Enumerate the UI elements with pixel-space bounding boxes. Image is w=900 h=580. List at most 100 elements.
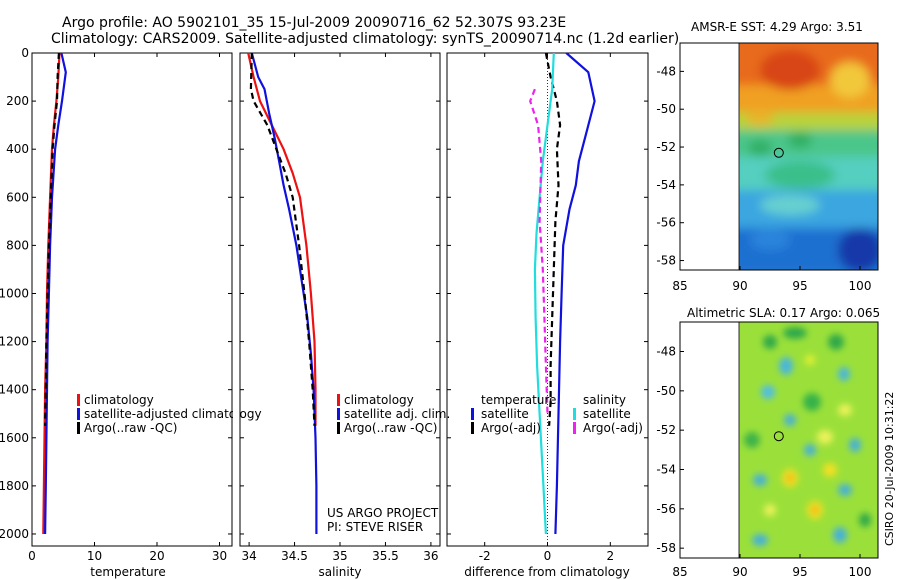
x-tick-label: 90 bbox=[732, 565, 747, 579]
legend-label-sal-argo: Argo(-adj) bbox=[583, 421, 643, 435]
y-tick-label: 2000 bbox=[0, 527, 29, 541]
x-tick-label: 95 bbox=[792, 565, 807, 579]
temperature-plot: 0 200 400 600 800 1000 1200 1400 1600 1800 2000 0 10… bbox=[0, 46, 232, 579]
y-tick-label: -54 bbox=[656, 178, 676, 192]
legend-swatch-satellite-adj bbox=[337, 408, 340, 420]
x-tick-label: 35.5 bbox=[372, 549, 399, 563]
legend-label-temp-satellite: satellite bbox=[481, 407, 529, 421]
x-tick-label: -2 bbox=[479, 549, 491, 563]
legend-swatch-sal-argo bbox=[573, 422, 576, 434]
argo-position-marker bbox=[773, 147, 784, 158]
x-axis-label: difference from climatology bbox=[464, 565, 630, 579]
x-tick-label: 34.5 bbox=[281, 549, 308, 563]
y-tick-label: 1400 bbox=[0, 383, 29, 397]
sst-map-frame bbox=[679, 42, 879, 271]
y-tick-label: -52 bbox=[656, 140, 676, 154]
series-line-salinity-argo-adj- bbox=[529, 88, 549, 414]
sla-map-axes: 85 90 95 100 -48 -50 -52 -54 -56 -58 bbox=[656, 345, 871, 580]
legend-swatch-temp-satellite bbox=[471, 408, 474, 420]
y-tick-label: -52 bbox=[656, 423, 676, 437]
project-line-2: PI: STEVE RISER bbox=[327, 520, 423, 534]
salinity-legend: climatology satellite adj. clim. Argo(..… bbox=[337, 393, 450, 435]
x-tick-label: 34 bbox=[241, 549, 256, 563]
salinity-plot: 34 34.5 35 35.5 36 salinity bbox=[240, 52, 440, 579]
series-line-temperature-satellite bbox=[554, 52, 596, 535]
y-tick-label: 200 bbox=[6, 94, 29, 108]
sla-map-panel: Altimetric SLA: 0.17 Argo: 0.065 bbox=[656, 306, 880, 579]
sla-heatmap bbox=[739, 322, 878, 558]
legend-label-argo: Argo(..raw -QC) bbox=[344, 421, 437, 435]
y-tick-label: 1000 bbox=[0, 286, 29, 300]
y-tick-label: 800 bbox=[6, 238, 29, 252]
y-tick-label: -54 bbox=[656, 463, 676, 477]
temperature-legend: climatology satellite-adjusted climatolo… bbox=[77, 393, 262, 435]
x-tick-label: 20 bbox=[149, 549, 164, 563]
legend-swatch-temp-argo bbox=[471, 422, 474, 434]
y-tick-label: -50 bbox=[656, 384, 676, 398]
legend-swatch-argo bbox=[337, 422, 340, 434]
series-line-satellite-adjusted-climatology bbox=[44, 52, 67, 535]
x-tick-label: 100 bbox=[849, 565, 872, 579]
title-line-2: Climatology: CARS2009. Satellite-adjuste… bbox=[51, 31, 679, 47]
y-tick-label: -58 bbox=[656, 254, 676, 268]
difference-plot: -2 0 2 difference from climatology bbox=[447, 52, 648, 579]
legend-heading-salinity: salinity bbox=[583, 393, 626, 407]
side-timestamp: CSIRO 20-Jul-2009 10:31:22 bbox=[883, 392, 896, 546]
legend-swatch-argo bbox=[77, 422, 80, 434]
sst-heatmap bbox=[739, 43, 878, 270]
y-tick-label: -48 bbox=[656, 345, 676, 359]
temperature-plot-frame bbox=[31, 52, 233, 547]
legend-label-satellite-adj: satellite adj. clim. bbox=[344, 407, 450, 421]
legend-swatch-climatology bbox=[77, 394, 80, 406]
x-tick-label: 85 bbox=[672, 279, 687, 293]
sla-map-frame bbox=[679, 321, 879, 559]
legend-swatch-climatology bbox=[337, 394, 340, 406]
y-tick-label: 1200 bbox=[0, 335, 29, 349]
legend-label-climatology: climatology bbox=[344, 393, 414, 407]
series-line-salinity-satellite bbox=[533, 52, 555, 535]
y-tick-label: 1600 bbox=[0, 431, 29, 445]
difference-legend: temperature satellite Argo(-adj) salinit… bbox=[471, 393, 643, 435]
legend-label-sal-satellite: satellite bbox=[583, 407, 631, 421]
x-tick-label: 90 bbox=[732, 279, 747, 293]
x-tick-label: 95 bbox=[792, 279, 807, 293]
y-tick-label: -56 bbox=[656, 216, 676, 230]
series-line-satellite-adj-clim- bbox=[250, 52, 318, 534]
x-tick-label: 2 bbox=[606, 549, 614, 563]
y-tick-label: -58 bbox=[656, 541, 676, 555]
sla-map-title: Altimetric SLA: 0.17 Argo: 0.065 bbox=[687, 306, 880, 320]
x-tick-label: 30 bbox=[212, 549, 227, 563]
x-axis-label: salinity bbox=[318, 565, 361, 579]
project-line-1: US ARGO PROJECT bbox=[327, 506, 439, 520]
y-tick-label: -48 bbox=[656, 64, 676, 78]
sst-map-title: AMSR-E SST: 4.29 Argo: 3.51 bbox=[691, 20, 863, 34]
sst-map-panel: AMSR-E SST: 4.29 Argo: 3.51 bbox=[656, 20, 879, 293]
y-tick-label: 400 bbox=[6, 142, 29, 156]
project-label: US ARGO PROJECT PI: STEVE RISER bbox=[327, 506, 439, 534]
legend-swatch-satellite-adjusted bbox=[77, 408, 80, 420]
title-line-1: Argo profile: AO 5902101_35 15-Jul-2009 … bbox=[62, 15, 566, 31]
x-tick-label: 10 bbox=[87, 549, 102, 563]
legend-label-satellite-adjusted: satellite-adjusted climatology bbox=[84, 407, 262, 421]
salinity-plot-frame bbox=[239, 52, 441, 547]
series-line-climatology bbox=[247, 52, 317, 426]
x-tick-label: 85 bbox=[672, 565, 687, 579]
y-tick-label: 0 bbox=[21, 46, 29, 60]
y-tick-label: -56 bbox=[656, 502, 676, 516]
x-tick-label: 0 bbox=[28, 549, 36, 563]
y-tick-label: 600 bbox=[6, 190, 29, 204]
x-axis-label: temperature bbox=[90, 565, 165, 579]
y-tick-label: -50 bbox=[656, 102, 676, 116]
series-line-argo-raw-qc- bbox=[249, 52, 316, 426]
x-tick-label: 100 bbox=[849, 279, 872, 293]
legend-swatch-sal-satellite bbox=[573, 408, 576, 420]
legend-label-temp-argo: Argo(-adj) bbox=[481, 421, 541, 435]
legend-label-argo: Argo(..raw -QC) bbox=[84, 421, 177, 435]
y-tick-label: 1800 bbox=[0, 479, 29, 493]
x-tick-label: 35 bbox=[332, 549, 347, 563]
sst-map-axes: 85 90 95 100 -48 -50 -52 -54 -56 -58 bbox=[656, 64, 871, 293]
legend-label-climatology: climatology bbox=[84, 393, 154, 407]
argo-position-marker bbox=[773, 431, 784, 442]
legend-heading-temperature: temperature bbox=[481, 393, 556, 407]
